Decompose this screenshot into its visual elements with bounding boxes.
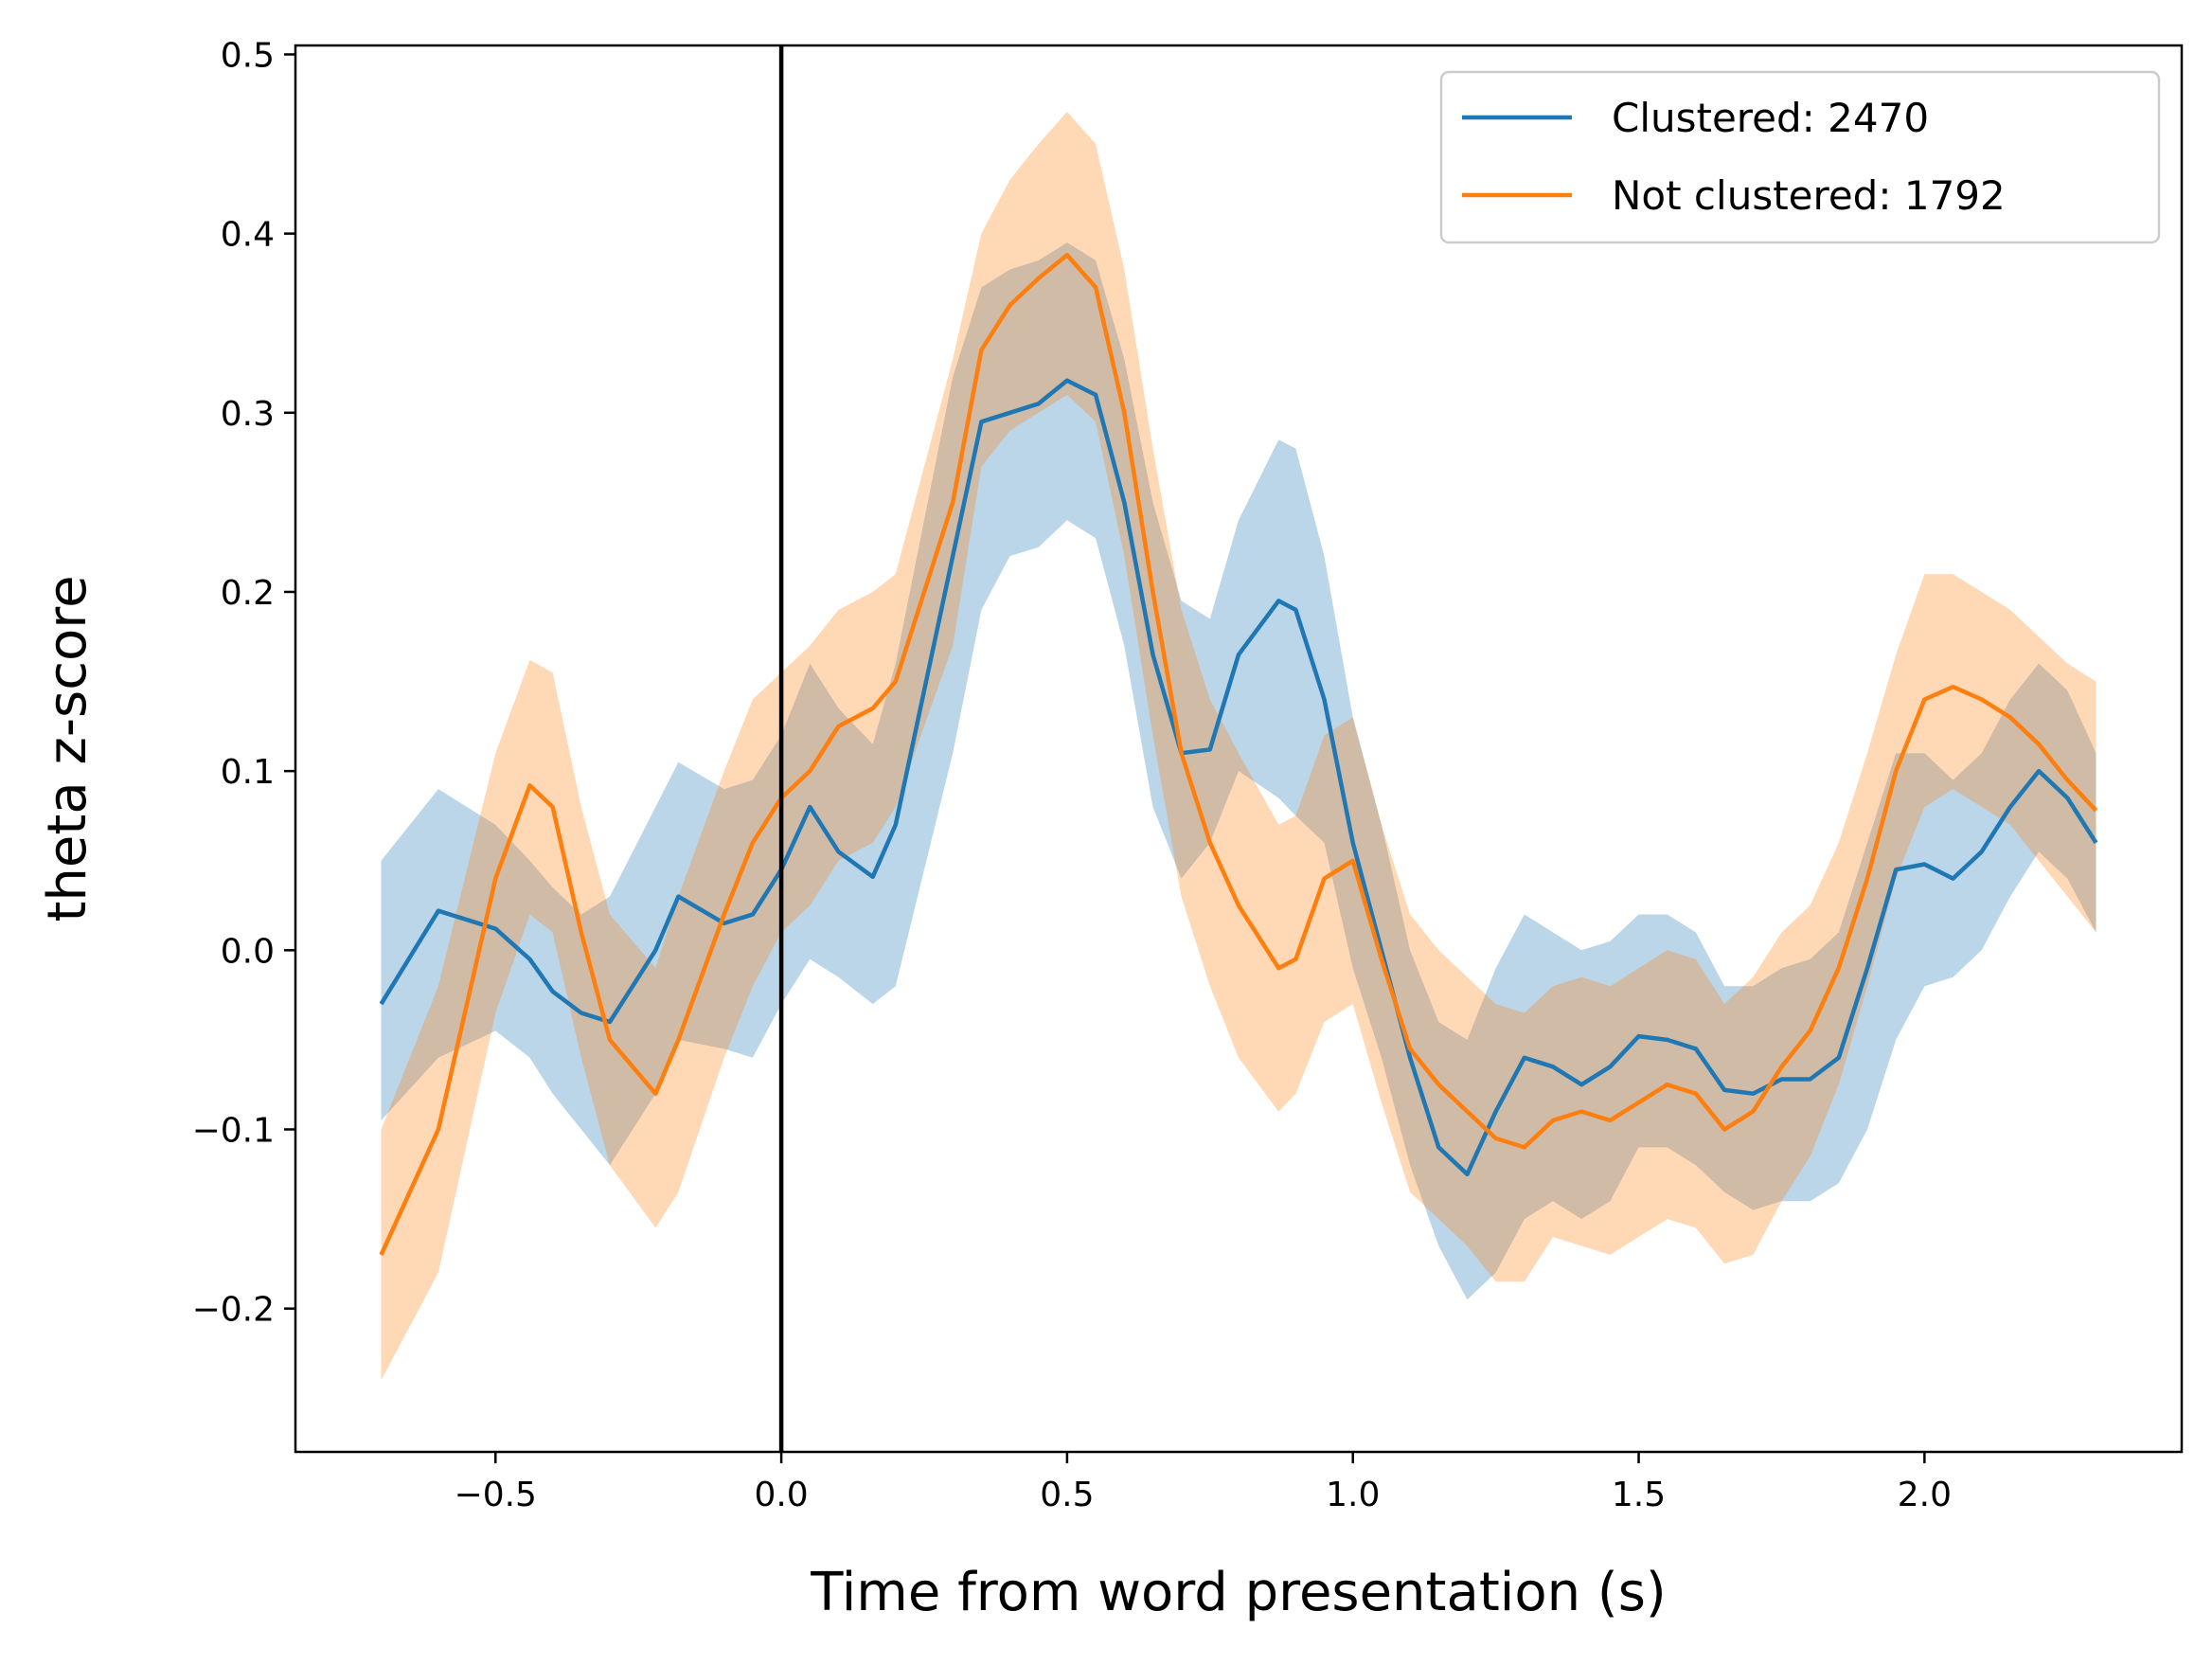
legend-box — [1439, 70, 2161, 244]
band-series-1 — [381, 112, 2096, 1381]
series-lines — [379, 253, 2098, 1256]
x-axis-ticks: −0.5 0.0 0.5 1.0 1.5 2.0 — [455, 1452, 1952, 1514]
y-tick-label: −0.2 — [192, 1291, 275, 1330]
y-tick-label: 0.5 — [221, 36, 275, 75]
y-tick-label: −0.1 — [192, 1111, 275, 1150]
legend-entry-0: Clustered: 2470 — [1612, 95, 1929, 141]
y-tick-label: 0.4 — [221, 216, 275, 255]
x-tick-label: 0.0 — [754, 1476, 808, 1514]
x-tick-label: 1.0 — [1326, 1476, 1380, 1514]
y-axis-ticks: −0.2 −0.1 0.0 0.1 0.2 0.3 0.4 0.5 — [192, 36, 295, 1330]
y-tick-label: 0.3 — [221, 395, 275, 434]
y-tick-label: 0.1 — [221, 753, 275, 792]
plot-frame — [294, 44, 2184, 1454]
x-tick-label: −0.5 — [455, 1476, 537, 1514]
line-series-1 — [379, 253, 2098, 1256]
band-series-0 — [381, 242, 2096, 1300]
x-tick-label: 2.0 — [1898, 1476, 1952, 1514]
legend: Clustered: 2470 Not clustered: 1792 — [1439, 70, 2161, 244]
y-axis-label: theta z-score — [37, 575, 98, 922]
x-axis-label: Time from word presentation (s) — [810, 1562, 1667, 1623]
x-tick-label: 1.5 — [1612, 1476, 1666, 1514]
y-tick-label: 0.2 — [221, 574, 275, 613]
legend-entry-1: Not clustered: 1792 — [1612, 172, 2006, 219]
x-tick-label: 0.5 — [1040, 1476, 1094, 1514]
line-series-0 — [379, 378, 2098, 1177]
confidence-bands — [381, 112, 2096, 1381]
y-tick-label: 0.0 — [221, 932, 275, 971]
